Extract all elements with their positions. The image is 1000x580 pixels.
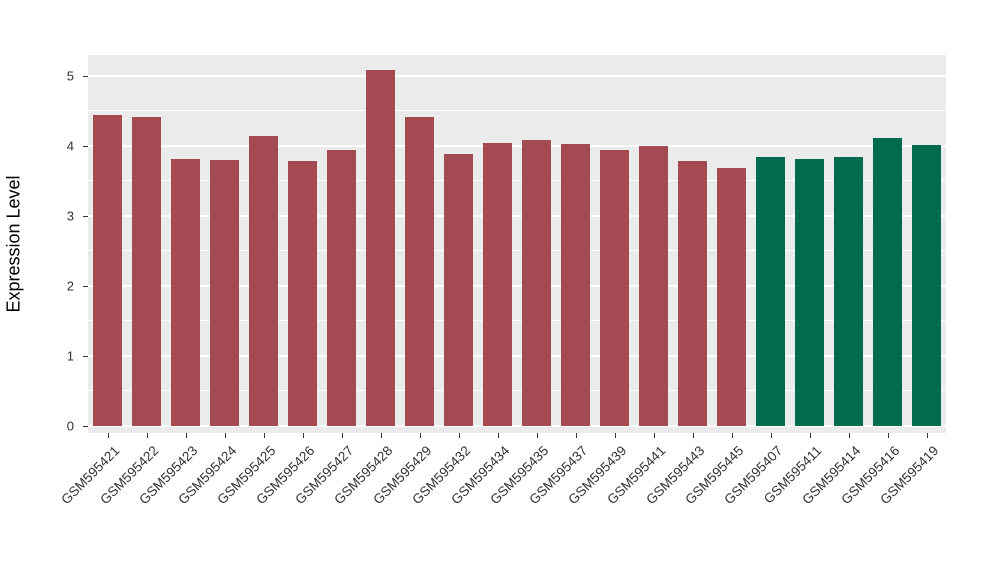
y-tick-mark (83, 75, 88, 77)
x-tick-mark (653, 433, 655, 438)
x-tick-mark (107, 433, 109, 438)
bar-GSM595445 (717, 168, 746, 426)
x-tick-mark (380, 433, 382, 438)
x-tick-mark (575, 433, 577, 438)
gridline-major (88, 285, 946, 287)
bar-slot (712, 55, 751, 433)
y-tick-mark (83, 145, 88, 147)
x-tick-mark (809, 433, 811, 438)
bar-GSM595419 (912, 144, 941, 426)
bar-GSM595441 (639, 146, 668, 426)
bar-GSM595434 (483, 142, 512, 426)
bar-GSM595425 (249, 135, 278, 426)
y-axis-title: Expression Level (3, 175, 24, 313)
x-tick-mark (185, 433, 187, 438)
x-tick-mark (302, 433, 304, 438)
gridline-major (88, 425, 946, 427)
bar-slot (595, 55, 634, 433)
bar-GSM595421 (93, 114, 122, 426)
y-tick-mark (83, 355, 88, 357)
x-tick-mark (224, 433, 226, 438)
bar-slot (166, 55, 205, 433)
bar-GSM595439 (600, 149, 629, 426)
y-tick-mark (83, 215, 88, 217)
y-tick-label: 1 (66, 348, 74, 364)
plot-panel (88, 55, 946, 433)
bar-slot (556, 55, 595, 433)
bar-slot (244, 55, 283, 433)
x-axis: GSM595421 GSM595422 GSM595423 GSM595424 GSM5… (58, 433, 946, 580)
bar-GSM595423 (171, 158, 200, 426)
bar-GSM595416 (873, 137, 902, 426)
bar-slot (88, 55, 127, 433)
gridline-minor (88, 110, 946, 111)
x-tick-mark (497, 433, 499, 438)
x-tick-mark (536, 433, 538, 438)
y-tick-label: 3 (66, 208, 74, 224)
gridline-minor (88, 180, 946, 181)
bar-slot (283, 55, 322, 433)
bar-slot (868, 55, 907, 433)
bar-slot (751, 55, 790, 433)
bar-GSM595432 (444, 154, 473, 426)
y-tick-label: 4 (66, 138, 74, 154)
gridline-minor (88, 320, 946, 321)
bar-GSM595426 (288, 161, 317, 426)
gridline-minor (88, 390, 946, 391)
bar-slot (517, 55, 556, 433)
x-tick-mark (458, 433, 460, 438)
x-tick-mark (848, 433, 850, 438)
x-tick-mark (614, 433, 616, 438)
bar-slot (478, 55, 517, 433)
bar-slot (322, 55, 361, 433)
gridline-major (88, 75, 946, 77)
bar-slot (205, 55, 244, 433)
x-tick-mark (692, 433, 694, 438)
bar-GSM595411 (795, 158, 824, 426)
bar-slot (634, 55, 673, 433)
gridline-major (88, 215, 946, 217)
bar-slot (439, 55, 478, 433)
y-tick-mark (83, 425, 88, 427)
bar-slot (673, 55, 712, 433)
x-tick-mark (887, 433, 889, 438)
bar-GSM595429 (405, 116, 434, 426)
bar-slot (127, 55, 166, 433)
bar-GSM595428 (366, 70, 395, 426)
bar-slot (790, 55, 829, 433)
gridline-minor (88, 250, 946, 251)
bar-GSM595427 (327, 149, 356, 426)
bar-slot (907, 55, 946, 433)
bar-GSM595424 (210, 160, 239, 426)
x-tick-mark (926, 433, 928, 438)
x-tick-mark (419, 433, 421, 438)
bar-slot (829, 55, 868, 433)
gridline-major (88, 145, 946, 147)
bar-slot (400, 55, 439, 433)
bar-GSM595435 (522, 140, 551, 426)
gridline-major (88, 355, 946, 357)
x-tick-mark (146, 433, 148, 438)
x-tick-mark (263, 433, 265, 438)
bar-GSM595414 (834, 156, 863, 426)
y-tick-mark (83, 285, 88, 287)
bar-GSM595437 (561, 143, 590, 426)
y-axis: 0 1 2 3 4 5 (0, 55, 88, 434)
x-tick-mark (341, 433, 343, 438)
y-tick-label: 5 (66, 68, 74, 84)
bars-container (88, 55, 946, 433)
x-tick-mark (770, 433, 772, 438)
bar-slot (361, 55, 400, 433)
y-tick-label: 2 (66, 278, 74, 294)
bar-GSM595422 (132, 116, 161, 426)
bar-GSM595407 (756, 156, 785, 426)
y-tick-label: 0 (66, 418, 74, 434)
x-tick-mark (731, 433, 733, 438)
bar-GSM595443 (678, 161, 707, 426)
